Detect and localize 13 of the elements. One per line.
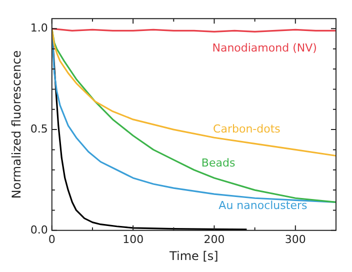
y-tick-label: 0.0 — [30, 223, 48, 236]
series-label: Au nanoclusters — [218, 199, 308, 212]
x-tick-label: 300 — [284, 232, 306, 246]
series-label: Beads — [201, 156, 236, 170]
x-axis-title: Time [s] — [168, 248, 218, 263]
series-label: Carbon-dots — [213, 122, 281, 136]
y-tick-label: 0.5 — [30, 122, 48, 136]
x-tick-label: 0 — [48, 232, 56, 246]
y-axis-title: Normalized fluorescence — [9, 50, 24, 199]
x-tick-label: 100 — [122, 232, 144, 246]
y-tick-label: 1.0 — [30, 22, 48, 35]
x-tick-label: 200 — [204, 232, 225, 246]
series-label: Nanodiamond (NV) — [212, 42, 317, 55]
